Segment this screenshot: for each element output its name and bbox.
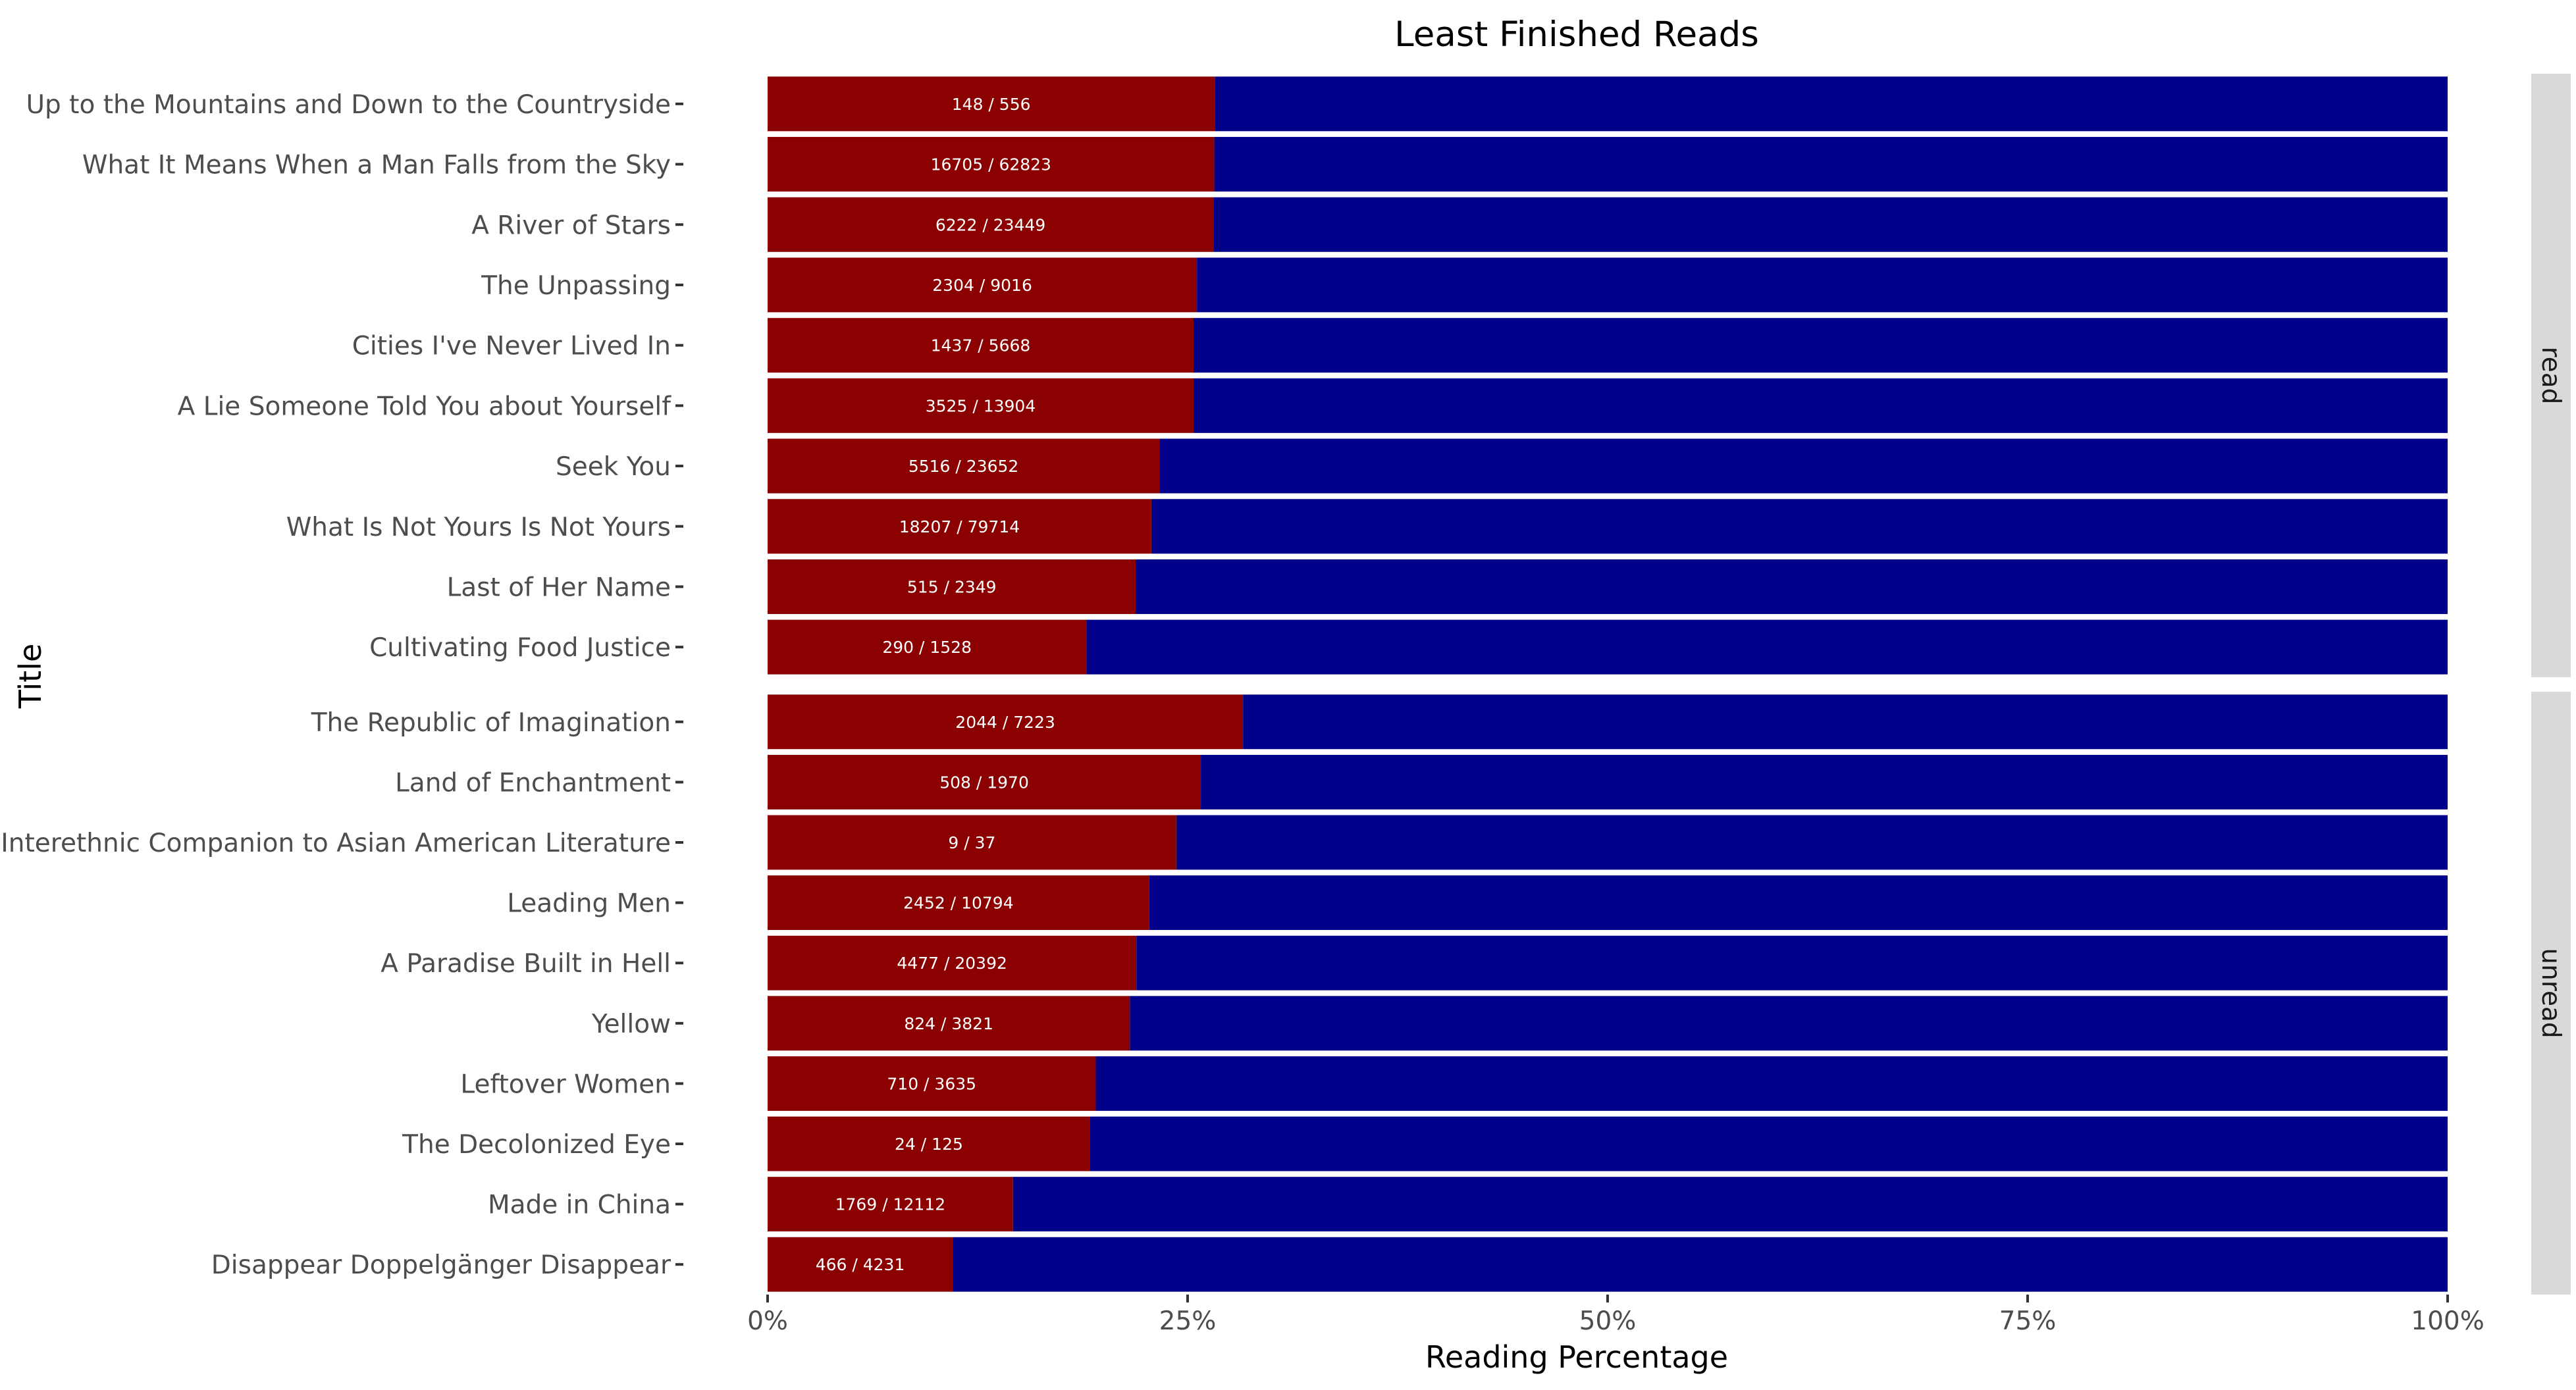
y-tick-label-leading-men: Leading Men <box>507 889 671 919</box>
facet-strip-read <box>2531 74 2571 677</box>
x-tick-label-2: 50% <box>1579 1306 1637 1336</box>
bar-finished-last-of-her-name <box>768 559 1136 614</box>
data-label-land-of-enchantment: 508 / 1970 <box>939 773 1029 792</box>
y-tick-label-a-paradise-built-in-hell: A Paradise Built in Hell <box>381 949 671 979</box>
data-label-last-of-her-name: 515 / 2349 <box>907 577 997 596</box>
bar-remaining-disappear-doppelganger-disappear <box>953 1237 2448 1292</box>
bar-finished-leading-men <box>768 875 1149 931</box>
bar-finished-a-lie-someone-told-you-about-yourself <box>768 378 1194 433</box>
bar-remaining-a-lie-someone-told-you-about-yourself <box>1193 378 2448 433</box>
bar-remaining-land-of-enchantment <box>1201 754 2448 810</box>
y-tick-label-a-lie-someone-told-you-about-yourself: A Lie Someone Told You about Yourself <box>178 392 672 421</box>
bar-finished-land-of-enchantment <box>768 754 1201 810</box>
bar-remaining-a-river-of-stars <box>1213 197 2448 252</box>
facet-strip-unread <box>2531 692 2571 1295</box>
bar-remaining-cities-i-ve-never-lived-in <box>1194 318 2448 373</box>
y-tick-label-up-to-the-mountains-and-down-to-the-countryside: Up to the Mountains and Down to the Coun… <box>26 90 671 120</box>
bar-finished-what-it-means-when-a-man-falls-from-the-sky <box>768 137 1215 192</box>
bar-finished-the-decolonized-eye <box>768 1116 1090 1171</box>
x-tick-label-3: 75% <box>1999 1306 2057 1336</box>
data-label-made-in-china: 1769 / 12112 <box>835 1195 945 1214</box>
bar-remaining-a-paradise-built-in-hell <box>1136 935 2448 991</box>
bar-remaining-made-in-china <box>1012 1177 2448 1232</box>
bar-finished-the-unpassing <box>768 257 1197 313</box>
data-label-disappear-doppelganger-disappear: 466 / 4231 <box>816 1255 905 1274</box>
data-label-what-it-means-when-a-man-falls-from-the-sky: 16705 / 62823 <box>931 155 1051 174</box>
bar-finished-up-to-the-mountains-and-down-to-the-countryside <box>768 76 1215 132</box>
data-label-the-republic-of-imagination: 2044 / 7223 <box>955 713 1055 732</box>
y-axis-label: Title <box>13 644 48 709</box>
data-label-up-to-the-mountains-and-down-to-the-countryside: 148 / 556 <box>952 95 1031 114</box>
bar-finished-made-in-china <box>768 1177 1013 1232</box>
bar-finished-the-republic-of-imagination <box>768 694 1244 750</box>
bar-remaining-last-of-her-name <box>1136 559 2448 614</box>
y-tick-label-last-of-her-name: Last of Her Name <box>447 573 671 602</box>
y-tick-label-a-river-of-stars: A River of Stars <box>471 211 671 240</box>
bar-remaining-leading-men <box>1149 875 2448 931</box>
y-tick-label-the-unpassing: The Unpassing <box>481 271 671 301</box>
bar-finished-what-is-not-yours-is-not-yours <box>768 499 1151 554</box>
facet-label-read: read <box>2536 347 2565 405</box>
bar-finished-cities-i-ve-never-lived-in <box>768 318 1194 373</box>
bar-finished-interethnic-companion-to-asian-american-literature <box>768 815 1176 870</box>
bars-layer <box>768 76 2448 1292</box>
y-tick-label-leftover-women: Leftover Women <box>460 1069 671 1099</box>
strips-layer: read unread <box>2531 74 2571 1295</box>
bar-remaining-interethnic-companion-to-asian-american-literature <box>1176 815 2448 870</box>
y-tick-label-the-decolonized-eye: The Decolonized Eye <box>402 1130 671 1160</box>
bar-remaining-yellow <box>1130 996 2448 1051</box>
x-tick-label-4: 100% <box>2411 1306 2484 1336</box>
y-tick-label-seek-you: Seek You <box>556 452 671 482</box>
bar-finished-yellow <box>768 996 1130 1051</box>
bar-finished-cultivating-food-justice <box>768 619 1087 675</box>
data-label-a-lie-someone-told-you-about-yourself: 3525 / 13904 <box>926 396 1036 415</box>
data-label-yellow: 824 / 3821 <box>904 1014 993 1033</box>
bar-finished-seek-you <box>768 438 1160 494</box>
bar-remaining-what-it-means-when-a-man-falls-from-the-sky <box>1214 137 2448 192</box>
facet-label-unread: unread <box>2536 948 2565 1038</box>
y-tick-label-what-it-means-when-a-man-falls-from-the-sky: What It Means When a Man Falls from the … <box>82 151 671 180</box>
x-tick-label-1: 25% <box>1159 1306 1217 1336</box>
y-tick-label-cultivating-food-justice: Cultivating Food Justice <box>369 633 671 663</box>
bar-remaining-leftover-women <box>1095 1056 2448 1111</box>
y-tick-label-cities-i-ve-never-lived-in: Cities I've Never Lived In <box>352 332 671 361</box>
x-axis-label: Reading Percentage <box>1425 1339 1728 1375</box>
data-label-interethnic-companion-to-asian-american-literature: 9 / 37 <box>948 833 995 852</box>
chart-title: Least Finished Reads <box>1394 14 1759 55</box>
bar-finished-leftover-women <box>768 1056 1096 1111</box>
data-label-what-is-not-yours-is-not-yours: 18207 / 79714 <box>899 517 1020 536</box>
bar-remaining-the-decolonized-eye <box>1090 1116 2448 1171</box>
data-label-the-decolonized-eye: 24 / 125 <box>895 1135 963 1154</box>
bar-remaining-seek-you <box>1159 438 2448 494</box>
bar-finished-a-paradise-built-in-hell <box>768 935 1137 991</box>
y-tick-label-disappear-doppelganger-disappear: Disappear Doppelgänger Disappear <box>211 1250 671 1280</box>
data-label-leading-men: 2452 / 10794 <box>903 894 1013 913</box>
bar-finished-disappear-doppelganger-disappear <box>768 1237 953 1292</box>
labels-layer: 148 / 556 16705 / 62823 6222 / 23449 2304 /… <box>816 95 1055 1274</box>
bar-finished-a-river-of-stars <box>768 197 1214 252</box>
x-tick-label-0: 0% <box>747 1306 788 1336</box>
y-tick-label-made-in-china: Made in China <box>488 1191 671 1220</box>
data-label-cultivating-food-justice: 290 / 1528 <box>882 638 972 657</box>
y-tick-label-the-republic-of-imagination: The Republic of Imagination <box>311 708 671 738</box>
y-tick-label-what-is-not-yours-is-not-yours: What Is Not Yours Is Not Yours <box>286 513 671 542</box>
ticks-layer: Up to the Mountains and Down to the Coun… <box>1 90 2484 1336</box>
data-label-a-paradise-built-in-hell: 4477 / 20392 <box>897 954 1007 973</box>
bar-remaining-the-republic-of-imagination <box>1243 694 2448 750</box>
y-tick-label-yellow: Yellow <box>591 1010 671 1039</box>
data-label-the-unpassing: 2304 / 9016 <box>932 276 1032 295</box>
data-label-leftover-women: 710 / 3635 <box>887 1074 976 1093</box>
data-label-cities-i-ve-never-lived-in: 1437 / 5668 <box>931 336 1031 355</box>
bar-remaining-the-unpassing <box>1197 257 2448 313</box>
data-label-seek-you: 5516 / 23652 <box>908 457 1018 476</box>
y-tick-label-interethnic-companion-to-asian-american-literature: Interethnic Companion to Asian American … <box>1 829 671 858</box>
bar-remaining-what-is-not-yours-is-not-yours <box>1151 499 2448 554</box>
bar-remaining-cultivating-food-justice <box>1086 619 2448 675</box>
y-tick-label-land-of-enchantment: Land of Enchantment <box>395 768 671 798</box>
bar-remaining-up-to-the-mountains-and-down-to-the-countryside <box>1215 76 2448 132</box>
data-label-a-river-of-stars: 6222 / 23449 <box>935 215 1045 234</box>
